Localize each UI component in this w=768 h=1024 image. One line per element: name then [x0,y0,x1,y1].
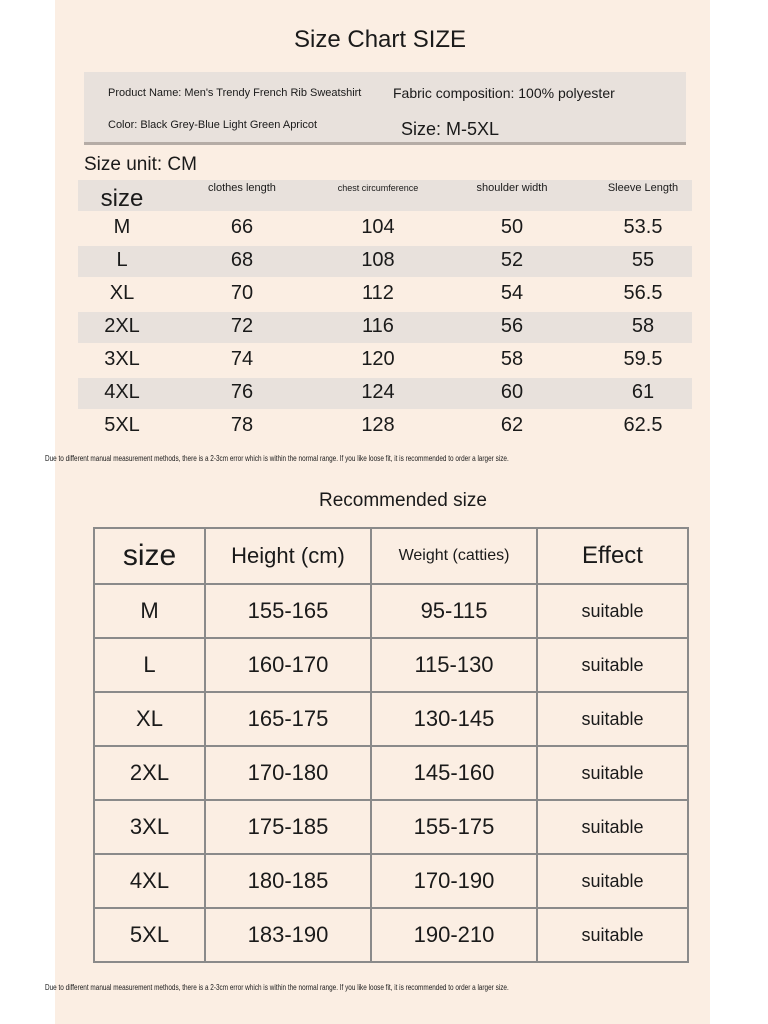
header-row: size Height (cm) Weight (catties) Effect [93,527,689,585]
cell: 170-180 [204,745,372,801]
header-cell: shoulder width [476,182,548,194]
row: XL 165-175 130-145 suitable [93,691,689,747]
cell: 160-170 [204,637,372,693]
header-cell: size [93,527,206,585]
cell: 120 [361,348,395,370]
cell: 50 [500,216,524,238]
cell: 68 [230,249,254,271]
row: 2XL 170-180 145-160 suitable [93,745,689,801]
cell: 3XL [104,348,140,370]
cell: 74 [230,348,254,370]
cell: suitable [536,583,689,639]
info-box [84,72,686,145]
cell: 72 [230,315,254,337]
header-cell: Sleeve Length [607,182,679,194]
cell: 61 [631,381,655,403]
recommended-title: Recommended size [319,490,487,511]
cell: 56.5 [623,282,663,304]
row: 5XL 183-190 190-210 suitable [93,907,689,963]
cell: 55 [631,249,655,271]
cell: 95-115 [370,583,538,639]
cell: L [93,637,206,693]
unit: Size unit: CM [84,154,197,175]
row-band [78,180,692,211]
cell: 76 [230,381,254,403]
cell: 155-175 [370,799,538,855]
header-cell: chest circumference [337,183,419,193]
cell: 183-190 [204,907,372,963]
cell: 53.5 [623,216,663,238]
cell: 4XL [104,381,140,403]
cell: 115-130 [370,637,538,693]
cell: XL [93,691,206,747]
cell: 4XL [93,853,206,909]
cell: 62.5 [623,414,663,436]
cell: 52 [500,249,524,271]
cell: 175-185 [204,799,372,855]
cell: 190-210 [370,907,538,963]
cell: 54 [500,282,524,304]
cell: L [116,249,128,271]
cell: 2XL [104,315,140,337]
row: M 155-165 95-115 suitable [93,583,689,639]
cell: 60 [500,381,524,403]
cell: suitable [536,745,689,801]
size-range: Size: M-5XL [401,119,500,139]
cell: 56 [500,315,524,337]
header-cell: Effect [536,527,689,585]
cell: 170-190 [370,853,538,909]
cell: 62 [500,414,524,436]
fabric: Fabric composition: 100% polyester [393,85,615,101]
header-cell: Weight (catties) [370,527,538,585]
cell: 130-145 [370,691,538,747]
cell: M [113,216,131,238]
cell: 128 [361,414,395,436]
color: Color: Black Grey-Blue Light Green Apric… [108,119,318,131]
cell: 104 [361,216,395,238]
cell: 116 [362,315,394,337]
row-band [78,378,692,409]
row: 4XL 180-185 170-190 suitable [93,853,689,909]
footer-note: Due to different manual measurement meth… [45,983,509,992]
header-cell: size [100,185,144,212]
cell: 59.5 [623,348,663,370]
recommended-table: size Height (cm) Weight (catties) Effect M 15… [93,527,689,963]
cell: 66 [230,216,254,238]
header-cell: Height (cm) [204,527,372,585]
row-band [78,246,692,277]
header-cell: clothes length [208,182,276,194]
cell: XL [109,282,135,304]
cell: 58 [500,348,524,370]
cell: 124 [361,381,395,403]
row-band [78,312,692,343]
cell: 145-160 [370,745,538,801]
cell: suitable [536,691,689,747]
cell: suitable [536,799,689,855]
cell: 112 [362,282,394,304]
cell: 3XL [93,799,206,855]
cell: 58 [631,315,655,337]
product-name: Product Name: Men's Trendy French Rib Sw… [108,87,362,99]
cell: 155-165 [204,583,372,639]
cell: 165-175 [204,691,372,747]
cell: 5XL [104,414,140,436]
cell: suitable [536,853,689,909]
title: Size Chart SIZE [294,26,467,53]
cell: suitable [536,907,689,963]
cell: 2XL [93,745,206,801]
cell: 78 [230,414,254,436]
cell: 180-185 [204,853,372,909]
cell: M [93,583,206,639]
row: 3XL 175-185 155-175 suitable [93,799,689,855]
cell: suitable [536,637,689,693]
cell: 70 [230,282,254,304]
cell: 5XL [93,907,206,963]
note: Due to different manual measurement meth… [45,454,509,463]
row: L 160-170 115-130 suitable [93,637,689,693]
cell: 108 [361,249,395,271]
